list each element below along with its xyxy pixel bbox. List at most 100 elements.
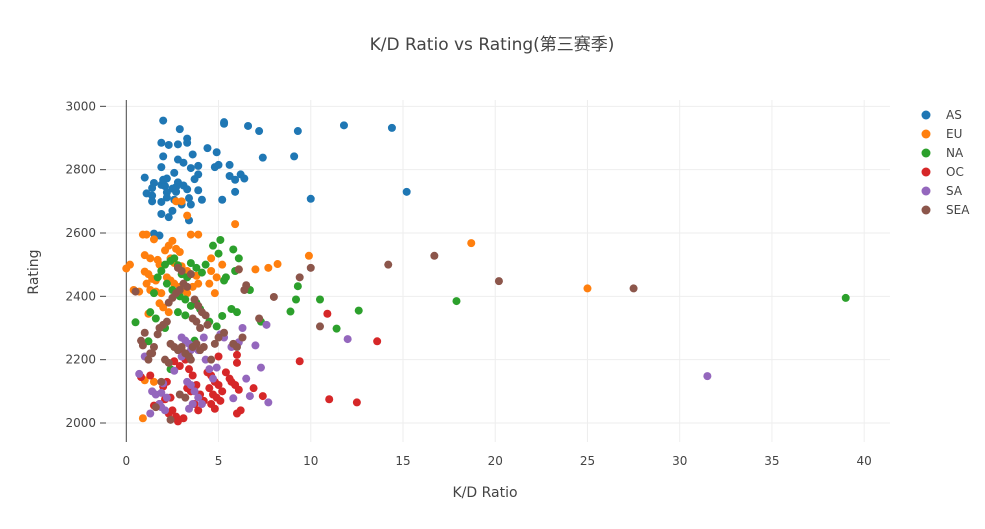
legend-item-sa[interactable]: SA [921,184,963,198]
data-point[interactable] [148,191,157,200]
data-point[interactable] [146,254,155,263]
data-point[interactable] [210,339,219,348]
data-point[interactable] [164,213,173,222]
data-point[interactable] [186,355,195,364]
data-point[interactable] [210,163,219,172]
data-point[interactable] [188,371,197,380]
data-point[interactable] [315,295,324,304]
data-point[interactable] [402,187,411,196]
data-point[interactable] [161,406,170,415]
data-point[interactable] [629,284,638,293]
data-point[interactable] [179,414,188,423]
data-point[interactable] [220,328,229,337]
data-point[interactable] [157,163,166,172]
data-point[interactable] [841,293,850,302]
data-point[interactable] [210,404,219,413]
data-point[interactable] [162,279,171,288]
data-point[interactable] [175,286,184,294]
data-point[interactable] [373,337,382,346]
data-point[interactable] [295,273,304,282]
data-point[interactable] [212,363,221,372]
data-point[interactable] [256,363,265,372]
data-point[interactable] [131,318,140,327]
data-point[interactable] [201,355,210,364]
data-point[interactable] [162,317,171,326]
data-point[interactable] [205,384,214,393]
data-point[interactable] [255,314,264,323]
data-point[interactable] [135,369,144,378]
data-point[interactable] [232,308,241,317]
data-point[interactable] [218,311,227,320]
data-point[interactable] [183,138,192,147]
data-point[interactable] [177,333,186,342]
data-point[interactable] [186,259,195,268]
data-point[interactable] [146,308,155,317]
data-point[interactable] [387,123,396,132]
data-point[interactable] [148,184,157,193]
data-point[interactable] [144,337,153,346]
data-point[interactable] [384,260,393,269]
data-point[interactable] [325,395,334,404]
data-point[interactable] [185,365,194,374]
data-point[interactable] [159,152,168,161]
data-point[interactable] [186,381,195,389]
data-point[interactable] [199,343,208,351]
data-point[interactable] [186,200,195,209]
data-point[interactable] [125,260,134,269]
data-point[interactable] [293,282,302,291]
data-point[interactable] [194,186,203,195]
data-point[interactable] [214,333,223,342]
data-point[interactable] [142,230,151,239]
data-point[interactable] [183,289,192,298]
data-point[interactable] [232,343,241,351]
data-point[interactable] [157,210,166,218]
data-point[interactable] [286,307,295,316]
data-point[interactable] [197,400,206,408]
data-point[interactable] [170,168,179,177]
data-point[interactable] [146,371,155,380]
data-point[interactable] [194,406,203,415]
data-point[interactable] [212,322,221,331]
data-point[interactable] [168,236,177,245]
data-point[interactable] [216,396,225,405]
data-point[interactable] [199,333,208,342]
data-point[interactable] [194,301,203,310]
data-point[interactable] [323,309,332,318]
data-point[interactable] [157,388,166,397]
data-point[interactable] [240,286,249,294]
data-point[interactable] [186,230,195,239]
legend-item-oc[interactable]: OC [921,165,964,179]
data-point[interactable] [170,366,179,375]
data-point[interactable] [229,245,238,254]
data-point[interactable] [175,390,184,399]
data-point[interactable] [201,260,210,269]
data-point[interactable] [238,333,247,342]
data-point[interactable] [149,343,158,351]
data-point[interactable] [245,392,254,401]
data-point[interactable] [207,355,216,364]
data-point[interactable] [159,116,168,125]
data-point[interactable] [583,284,592,293]
series-na[interactable] [131,235,850,374]
data-point[interactable] [153,330,162,339]
data-point[interactable] [214,249,223,258]
data-point[interactable] [220,119,229,128]
data-point[interactable] [151,314,160,323]
series-sea[interactable] [131,251,638,424]
data-point[interactable] [161,246,170,255]
data-point[interactable] [149,229,158,238]
data-point[interactable] [339,121,348,130]
data-point[interactable] [183,282,192,291]
data-point[interactable] [251,265,260,274]
data-point[interactable] [186,270,195,279]
data-point[interactable] [159,175,168,184]
data-point[interactable] [157,289,166,298]
data-point[interactable] [225,160,234,169]
data-point[interactable] [157,197,166,206]
data-point[interactable] [234,385,243,394]
data-point[interactable] [203,144,212,153]
data-point[interactable] [343,335,352,344]
data-point[interactable] [430,251,439,260]
data-point[interactable] [218,195,227,204]
data-point[interactable] [205,365,214,374]
